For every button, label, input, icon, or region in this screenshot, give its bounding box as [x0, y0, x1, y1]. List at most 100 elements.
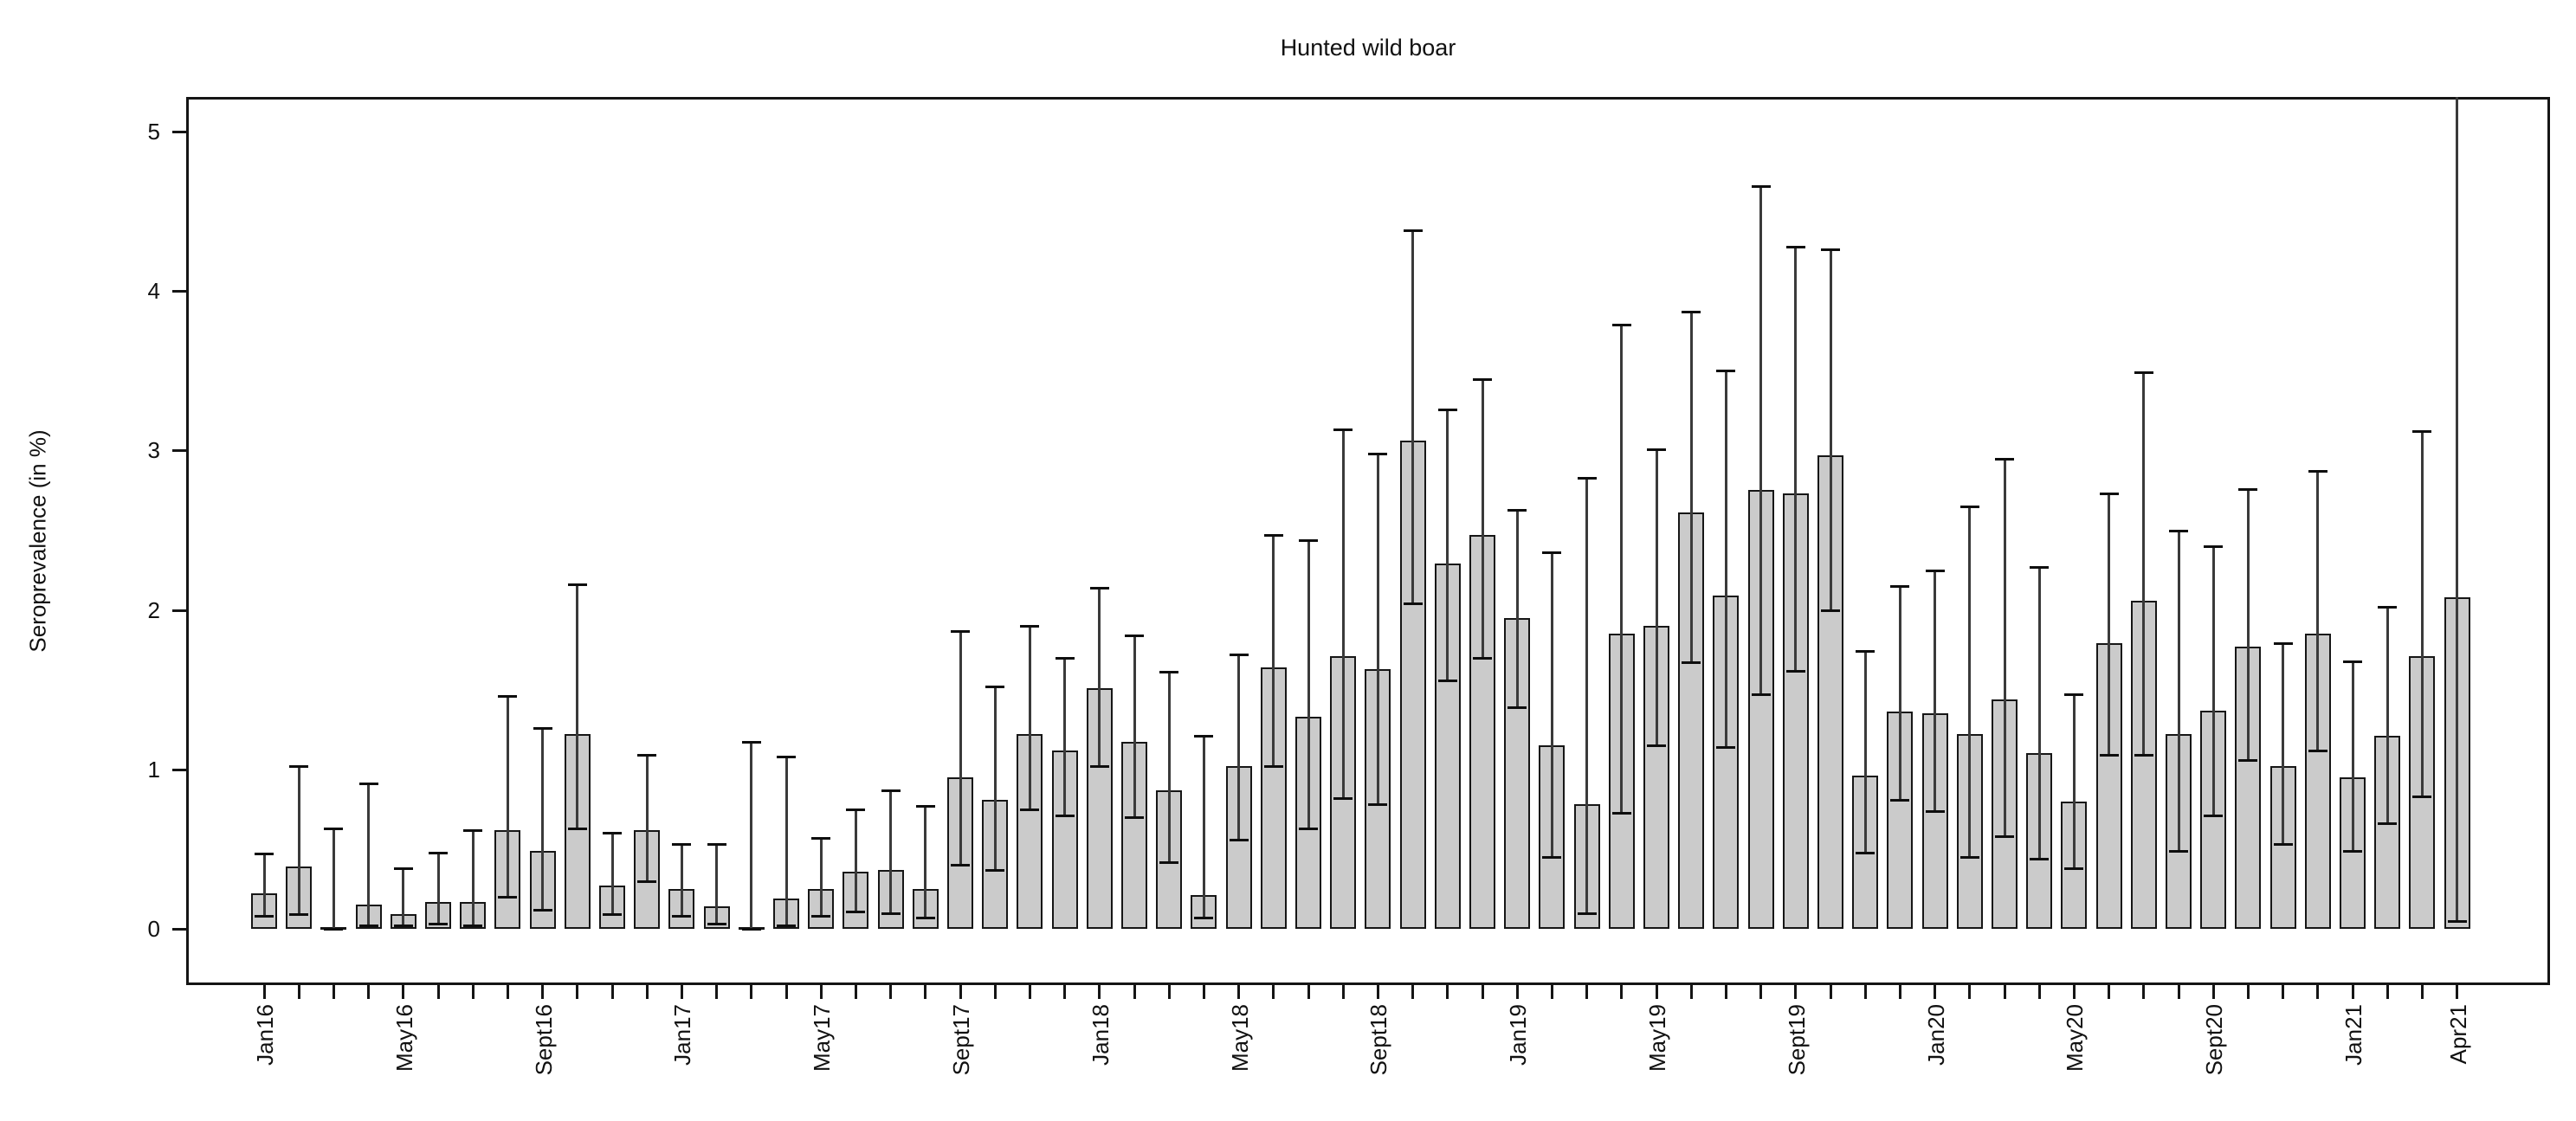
- error-cap-upper-Jul16: [463, 828, 483, 832]
- bar-Aug17: [912, 888, 939, 929]
- x-tick-label-Sept18: Sept18: [1365, 1004, 1392, 1076]
- x-tick-label-Jan19: Jan19: [1505, 1004, 1532, 1066]
- error-bar-Mar19: [1585, 477, 1589, 913]
- error-cap-lower-Jan18: [1089, 765, 1109, 769]
- error-cap-upper-Oct20: [2238, 487, 2258, 491]
- error-cap-lower-Jan16: [255, 915, 274, 918]
- error-cap-lower-Apr17: [777, 925, 796, 928]
- error-cap-upper-Mar20: [1995, 457, 2014, 461]
- error-cap-lower-May19: [1647, 744, 1666, 748]
- x-axis-tick-Jan18: [1098, 985, 1101, 999]
- error-cap-lower-Jan17: [672, 915, 692, 918]
- error-cap-lower-Nov20: [2273, 843, 2293, 847]
- error-cap-lower-Sept17: [951, 864, 970, 867]
- error-cap-lower-Jul18: [1299, 827, 1318, 830]
- error-bar-Sept18: [1376, 454, 1379, 805]
- error-cap-upper-Jun18: [1263, 534, 1283, 538]
- x-axis-tick-Mar17: [750, 985, 753, 999]
- error-cap-upper-Dec17: [1055, 656, 1075, 660]
- error-cap-upper-Oct19: [1821, 248, 1840, 252]
- error-cap-lower-Dec20: [2308, 749, 2327, 752]
- error-cap-upper-Apr17: [777, 756, 796, 759]
- x-axis-tick-Apr20: [2037, 985, 2041, 999]
- x-axis-tick-Mar19: [1585, 985, 1589, 999]
- error-cap-upper-Nov17: [1020, 625, 1040, 628]
- bar-Jun20: [2095, 643, 2122, 929]
- error-cap-lower-Jul20: [2134, 754, 2153, 757]
- x-axis-tick-Feb17: [715, 985, 719, 999]
- x-tick-label-May16: May16: [391, 1004, 417, 1073]
- bar-Jan19: [1504, 617, 1531, 929]
- error-bar-Feb20: [1968, 506, 1972, 858]
- error-bar-Nov17: [1028, 626, 1031, 809]
- error-cap-lower-Aug19: [1751, 693, 1771, 697]
- error-cap-upper-Jan19: [1508, 508, 1527, 512]
- x-axis-tick-Jul16: [471, 985, 475, 999]
- error-bar-Oct19: [1829, 249, 1832, 610]
- error-bar-Jul19: [1724, 370, 1727, 747]
- error-bar-Jan21: [2351, 660, 2354, 851]
- x-axis-tick-Jul19: [1724, 985, 1727, 999]
- bar-Jan18: [1086, 687, 1113, 929]
- error-cap-lower-Jun17: [846, 910, 866, 913]
- error-cap-upper-Mar21: [2412, 430, 2432, 434]
- x-tick-label-Jan17: Jan17: [669, 1004, 696, 1066]
- error-cap-lower-Jul19: [1716, 746, 1736, 749]
- x-axis-tick-Dec16: [645, 985, 649, 999]
- y-axis-tick: [172, 131, 186, 133]
- error-cap-lower-Dec18: [1473, 656, 1492, 660]
- error-cap-lower-Mar20: [1995, 835, 2014, 839]
- error-cap-lower-Jan21: [2343, 849, 2362, 853]
- error-cap-lower-Aug17: [915, 917, 935, 920]
- error-bar-Dec20: [2316, 471, 2320, 751]
- x-tick-label-May19: May19: [1644, 1004, 1670, 1073]
- x-axis-tick-May17: [819, 985, 823, 999]
- error-cap-lower-Mar21: [2412, 796, 2432, 799]
- error-cap-upper-Dec18: [1473, 377, 1492, 381]
- error-bar-Dec18: [1481, 378, 1484, 658]
- error-bar-Aug17: [924, 806, 927, 918]
- x-axis-tick-Nov18: [1446, 985, 1449, 999]
- error-cap-lower-Nov16: [603, 913, 622, 917]
- x-axis-tick-Oct17: [993, 985, 997, 999]
- error-bar-Jul17: [889, 789, 893, 913]
- x-axis-tick-Feb20: [1968, 985, 1972, 999]
- error-cap-upper-Feb16: [289, 765, 309, 769]
- y-axis-tick: [172, 449, 186, 453]
- bar-Nov17: [1017, 734, 1043, 929]
- x-axis-tick-Aug16: [506, 985, 509, 999]
- error-cap-upper-Jan21: [2343, 660, 2362, 663]
- error-cap-upper-Nov20: [2273, 642, 2293, 646]
- error-cap-lower-Feb20: [1959, 856, 1979, 860]
- error-cap-lower-Feb21: [2378, 822, 2398, 826]
- error-bar-Jan19: [1515, 509, 1519, 707]
- x-axis-tick-Apr17: [784, 985, 788, 999]
- y-tick-label: 1: [147, 756, 160, 783]
- y-tick-label: 5: [147, 119, 160, 145]
- error-cap-lower-Jul16: [463, 925, 483, 928]
- error-cap-upper-Aug19: [1751, 184, 1771, 188]
- error-bar-Jan18: [1098, 587, 1101, 767]
- error-bar-Jun17: [854, 809, 857, 912]
- error-cap-upper-Mar19: [1577, 476, 1597, 480]
- error-cap-upper-Feb17: [707, 843, 726, 847]
- error-bar-Jan17: [680, 844, 683, 917]
- error-cap-lower-Apr21: [2447, 919, 2467, 923]
- error-bar-Apr21: [2456, 97, 2459, 921]
- error-bar-Jun19: [1689, 312, 1693, 663]
- error-cap-upper-May20: [2064, 693, 2084, 697]
- x-axis-tick-Apr16: [367, 985, 371, 999]
- error-cap-lower-Jul17: [881, 912, 901, 915]
- error-cap-upper-Apr19: [1611, 323, 1631, 326]
- x-axis-tick-Jan19: [1515, 985, 1519, 999]
- error-bar-May16: [402, 868, 405, 926]
- error-cap-upper-Jul18: [1299, 538, 1318, 542]
- error-bar-Nov19: [1863, 651, 1867, 853]
- x-tick-label-May18: May18: [1226, 1004, 1253, 1073]
- error-cap-lower-Nov18: [1437, 679, 1457, 682]
- error-bar-Aug19: [1759, 185, 1763, 695]
- error-cap-upper-Oct17: [985, 686, 1005, 689]
- y-axis-tick: [172, 768, 186, 771]
- error-cap-lower-Apr18: [1194, 917, 1214, 920]
- plot-area: [186, 97, 2550, 985]
